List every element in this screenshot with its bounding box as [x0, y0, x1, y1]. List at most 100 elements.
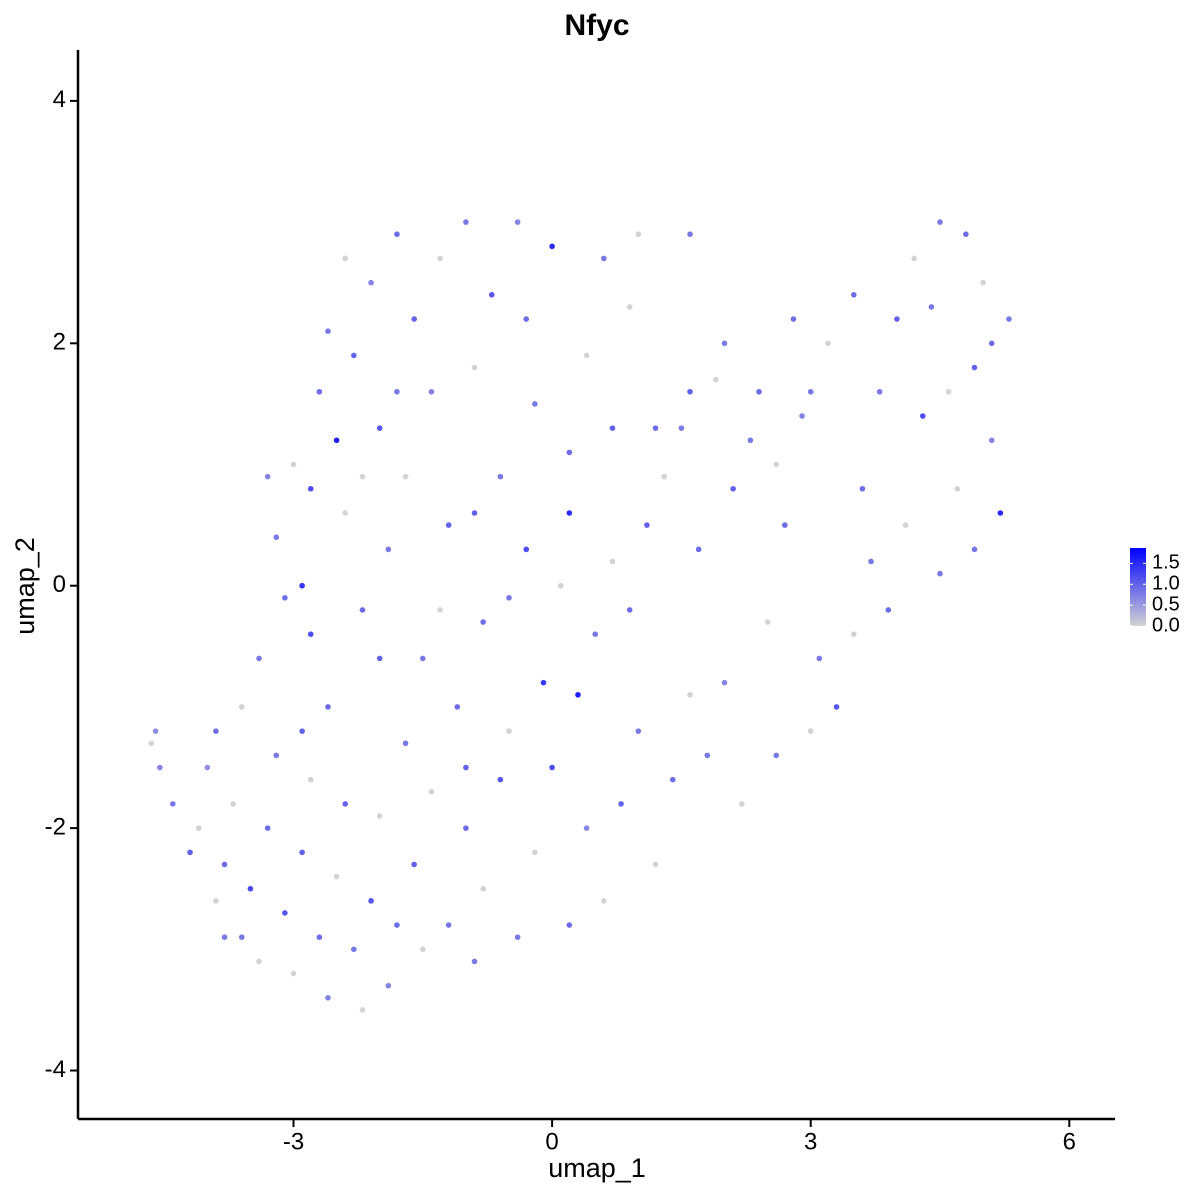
point	[299, 582, 305, 589]
point	[394, 922, 400, 928]
point	[238, 704, 245, 710]
point	[256, 655, 262, 662]
point	[376, 655, 383, 662]
point	[420, 655, 426, 662]
point	[937, 219, 943, 225]
point	[773, 752, 780, 759]
point	[273, 534, 280, 541]
point	[342, 510, 349, 516]
point	[894, 316, 900, 322]
point	[928, 304, 935, 310]
point	[583, 825, 590, 831]
point	[394, 231, 400, 238]
y-axis-label: umap_2	[10, 537, 40, 635]
point	[221, 861, 228, 868]
y-tick-label: -4	[45, 1056, 66, 1083]
point	[773, 461, 780, 468]
point	[609, 425, 616, 431]
point	[437, 607, 443, 613]
point	[445, 922, 452, 928]
point	[988, 340, 995, 347]
point	[402, 740, 409, 747]
point	[463, 764, 469, 771]
point	[738, 801, 745, 807]
point	[635, 231, 642, 238]
point	[238, 934, 245, 940]
point	[506, 728, 512, 734]
point	[454, 704, 461, 710]
x-tick-label: 3	[804, 1128, 817, 1155]
point	[980, 279, 986, 286]
point	[316, 934, 323, 940]
colorbar	[1130, 548, 1146, 626]
point	[213, 898, 219, 904]
point	[687, 388, 693, 395]
point	[911, 255, 917, 262]
point	[566, 449, 573, 456]
point	[902, 522, 909, 528]
point	[601, 898, 607, 904]
point	[876, 388, 883, 395]
point	[566, 510, 573, 516]
point	[971, 546, 978, 553]
point	[359, 473, 366, 480]
point	[342, 801, 349, 807]
point	[152, 728, 159, 734]
point	[713, 376, 719, 383]
point	[807, 728, 814, 734]
point	[988, 437, 995, 444]
y-tick-label: 4	[53, 86, 66, 113]
point	[506, 595, 512, 601]
point	[704, 752, 711, 759]
point	[342, 255, 349, 262]
point	[247, 885, 254, 892]
point	[730, 485, 736, 492]
point	[626, 304, 633, 310]
point	[463, 825, 469, 831]
y-tick-label: 2	[53, 329, 66, 356]
point	[471, 510, 478, 516]
point	[799, 413, 805, 419]
colorbar-tick-label: 1.0	[1152, 573, 1180, 595]
point	[230, 801, 236, 807]
point	[532, 401, 538, 407]
point	[170, 801, 176, 807]
y-tick-label: 0	[53, 571, 66, 598]
point	[807, 388, 814, 395]
point	[997, 510, 1004, 516]
point	[264, 473, 271, 480]
point	[497, 776, 504, 783]
point	[540, 679, 547, 686]
point	[851, 292, 857, 298]
point	[566, 922, 573, 928]
point	[635, 728, 642, 734]
point	[351, 946, 357, 953]
point	[376, 813, 383, 819]
point	[669, 776, 676, 783]
point	[937, 570, 943, 577]
colorbar-tick-label: 0.5	[1152, 593, 1180, 615]
colorbar-tick-label: 1.5	[1152, 552, 1180, 574]
point	[316, 388, 323, 395]
point	[601, 255, 607, 262]
point	[833, 704, 840, 710]
point	[221, 934, 228, 940]
point	[420, 946, 426, 953]
x-tick-label: 6	[1063, 1128, 1076, 1155]
point	[945, 388, 952, 395]
point	[299, 728, 305, 734]
point	[333, 437, 340, 444]
point	[290, 970, 297, 977]
point	[213, 728, 219, 734]
point	[885, 607, 892, 613]
point	[626, 607, 633, 613]
point	[256, 958, 262, 965]
point	[497, 473, 504, 480]
point	[954, 485, 961, 492]
point	[816, 655, 823, 662]
point	[368, 898, 374, 904]
point	[790, 316, 797, 322]
point	[325, 328, 331, 334]
point	[971, 364, 978, 371]
